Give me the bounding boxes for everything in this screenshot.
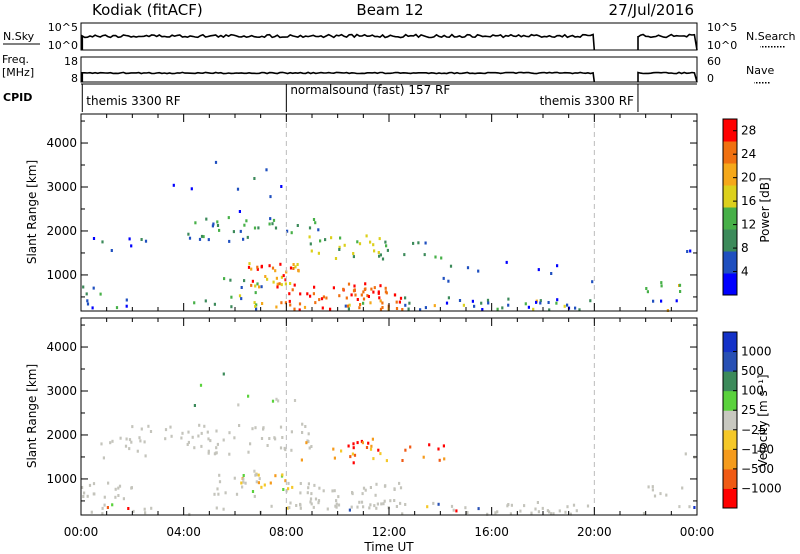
power-y-tick-label-3: 4000 [46,136,77,150]
velocity-colorbar-swatch-7 [723,351,737,372]
power-colorbar-swatch-1 [723,251,737,274]
velocity-y-tick-label-1: 2000 [46,428,77,442]
velocity-colorbar-swatch-0 [723,488,737,509]
velocity-colorbar-swatch-4 [723,410,737,431]
power-panel: 1000 2000 3000 4000 Slant Range [km] [25,113,698,312]
velocity-colorbar-swatch-8 [723,332,737,353]
power-colorbar-tick-3: 16 [741,194,756,208]
velocity-y-tick-label-0: 1000 [46,472,77,486]
power-colorbar-label: Power [dB] [758,177,772,242]
x-tick-label-2: 08:00 [269,525,304,539]
velocity-colorbar-tick-7: −1000 [741,481,782,495]
velocity-colorbar-tick-3: 25 [741,403,756,417]
freq-trace [81,71,698,83]
nsky-panel: N.Sky 10^5 10^0 10^5 10^0 N.Search [3,21,796,52]
nsearch-tick-top: 10^5 [707,21,737,34]
nsearch-label: N.Search [746,30,796,43]
x-tick-label-1: 04:00 [166,525,201,539]
velocity-colorbar-swatch-6 [723,371,737,392]
velocity-colorbar-swatch-3 [723,429,737,450]
power-colorbar-swatch-7 [723,119,737,142]
power-y-tick-label-2: 3000 [46,180,77,194]
velocity-colorbar-tick-6: −500 [741,462,774,476]
power-colorbar-swatch-6 [723,141,737,164]
power-colorbar-swatch-5 [723,163,737,186]
velocity-colorbar-tick-2: 100 [741,384,764,398]
freq-panel: Freq. [MHz] 18 8 60 0 Nave [2,53,774,85]
power-colorbar-tick-5: 24 [741,147,756,161]
freq-unit: [MHz] [2,66,34,79]
x-tick-label-0: 00:00 [64,525,99,539]
nave-label: Nave [746,64,774,77]
power-colorbar-tick-4: 20 [741,171,756,185]
station-title: Kodiak (fitACF) [92,1,203,19]
cpid-program-label-1: normalsound (fast) 157 RF [290,83,450,97]
velocity-colorbar-label: Velocity [m s⁻¹] [756,374,770,467]
power-field [82,160,692,312]
cpid-bar: CPID themis 3300 RF normalsound (fast) 15… [3,83,697,112]
power-colorbar-tick-0: 4 [741,265,749,279]
velocity-y-tick-label-2: 3000 [46,384,77,398]
x-tick-label-3: 12:00 [372,525,407,539]
velocity-y-tick-label-3: 4000 [46,340,77,354]
nave-tick-top: 60 [707,55,721,68]
cpid-program-label-0: themis 3300 RF [86,94,180,108]
nave-tick-bottom: 0 [707,72,714,85]
freq-tick-bottom: 8 [71,72,78,85]
velocity-field [81,372,696,516]
velocity-colorbar-swatch-1 [723,468,737,489]
velocity-panel: 1000 2000 3000 4000 Slant Range [km] [25,317,698,516]
velocity-colorbar-swatch-2 [723,449,737,470]
freq-tick-top: 18 [64,55,78,68]
power-y-tick-label-1: 2000 [46,224,77,238]
nsky-trace-segment-0 [81,33,596,51]
cpid-label: CPID [3,91,32,104]
x-tick-label-6: 00:00 [680,525,715,539]
x-tick-label-5: 20:00 [577,525,612,539]
power-colorbar-swatch-0 [723,273,737,296]
nsky-tick-bottom: 10^0 [48,39,78,52]
power-colorbar-swatch-3 [723,207,737,230]
power-colorbar-tick-6: 28 [741,124,756,138]
freq-trace-segment-0 [81,71,596,83]
power-colorbar: 4 8 12 16 20 24 28 Power [dB] [722,118,772,296]
date-title: 27/Jul/2016 [609,1,694,19]
velocity-x-ticks [80,318,698,515]
nsky-trace [81,33,698,51]
cpid-program-label-2: themis 3300 RF [540,94,634,108]
power-ylabel: Slant Range [km] [25,160,39,264]
freq-label: Freq. [2,53,29,66]
velocity-ylabel: Slant Range [km] [25,364,39,468]
x-tick-label-4: 16:00 [474,525,509,539]
velocity-colorbar-tick-1: 500 [741,364,764,378]
nsearch-tick-bottom: 10^0 [707,39,737,52]
nsky-tick-top: 10^5 [48,21,78,34]
beam-title: Beam 12 [356,1,423,19]
x-axis-title: Time UT [363,540,414,554]
time-axis-labels: 00:00 04:00 08:00 12:00 16:00 20:00 00:00 [64,525,715,539]
power-colorbar-tick-1: 8 [741,241,749,255]
velocity-colorbar-tick-5: −100 [741,442,774,456]
velocity-colorbar: 1000 500 100 25 −25 −100 −500 −1000 Velocity [m… [722,331,782,509]
freq-trace-segment-1 [637,71,698,83]
power-colorbar-tick-2: 12 [741,218,756,232]
velocity-colorbar-swatch-5 [723,390,737,411]
velocity-y-axis: 1000 2000 3000 4000 [46,324,697,502]
power-y-axis: 1000 2000 3000 4000 [46,120,697,298]
nsky-label: N.Sky [3,30,35,43]
velocity-colorbar-tick-0: 1000 [741,345,772,359]
velocity-dashed-lines [285,318,595,515]
velocity-colorbar-tick-4: −25 [741,423,766,437]
power-y-tick-label-0: 1000 [46,268,77,282]
power-colorbar-swatch-2 [723,229,737,252]
power-colorbar-swatch-4 [723,185,737,208]
power-x-ticks [80,114,698,311]
power-dashed-lines [285,114,595,311]
nsky-trace-segment-1 [637,33,698,51]
